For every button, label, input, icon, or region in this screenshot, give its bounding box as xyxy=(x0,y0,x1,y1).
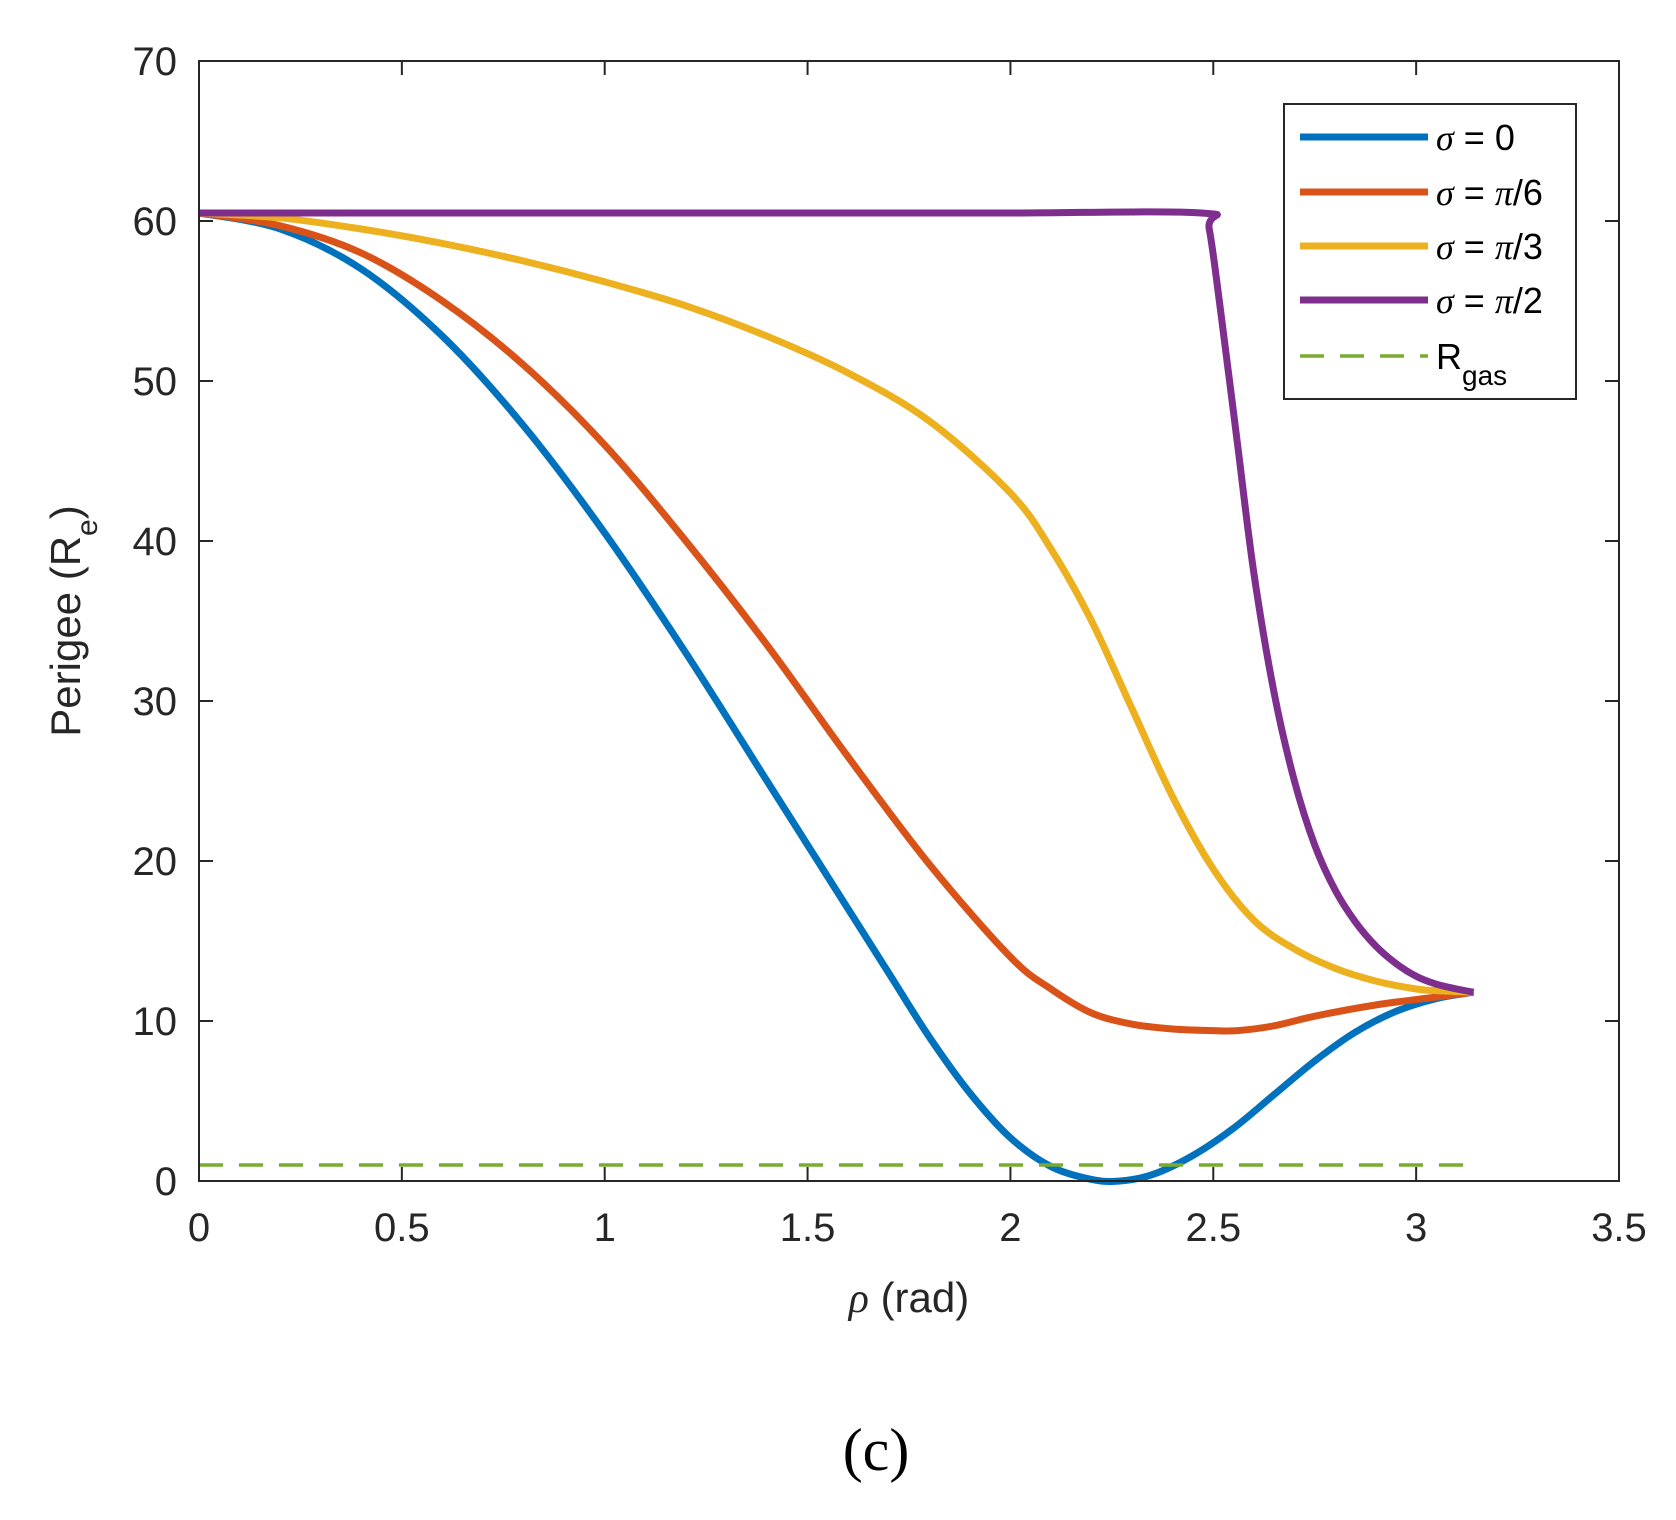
y-tick-label: 30 xyxy=(133,680,178,724)
series-line-3 xyxy=(199,208,1475,996)
y-tick-label: 20 xyxy=(133,840,178,884)
series-line-0 xyxy=(198,209,1475,1185)
y-tick-label: 60 xyxy=(133,200,178,244)
legend-label-3: σ = π/2 xyxy=(1436,280,1543,321)
y-axis-label-main: Perigee (R xyxy=(42,536,89,737)
legend-label-char: = xyxy=(1464,226,1485,267)
legend-label-char xyxy=(1485,226,1495,267)
legend-label-char xyxy=(1485,280,1495,321)
y-tick-label: 50 xyxy=(133,360,178,404)
x-tick-label: 2.5 xyxy=(1185,1206,1241,1250)
series-layer xyxy=(198,208,1475,1185)
legend-label-char: σ xyxy=(1436,281,1455,321)
y-axis-label-sub: e xyxy=(71,519,104,536)
legend-label-char: 0 xyxy=(1495,117,1515,158)
legend-label-main: R xyxy=(1436,336,1462,377)
legend-label-char: = xyxy=(1464,117,1485,158)
legend-label-char xyxy=(1485,172,1495,213)
y-tick-label: 70 xyxy=(133,40,178,84)
legend-label-char: 6 xyxy=(1523,172,1543,213)
legend-label-char xyxy=(1485,117,1495,158)
series-line-2 xyxy=(198,209,1474,996)
x-tick-label: 1 xyxy=(594,1206,616,1250)
y-tick-label: 40 xyxy=(133,520,178,564)
y-axis-label-close: ) xyxy=(42,505,89,519)
legend-label-char xyxy=(1454,226,1464,267)
x-axis-label: ρ (rad) xyxy=(847,1274,970,1322)
legend-label-char: / xyxy=(1513,226,1523,267)
x-tick-label: 0.5 xyxy=(374,1206,430,1250)
x-tick-label: 1.5 xyxy=(780,1206,836,1250)
legend-label-4: Rgas xyxy=(1436,336,1507,391)
legend-label-char xyxy=(1454,172,1464,213)
axes-layer xyxy=(198,60,1620,1182)
legend-label-2: σ = π/3 xyxy=(1436,226,1543,267)
x-tick-label: 3.5 xyxy=(1591,1206,1647,1250)
legend-label-char: σ xyxy=(1436,227,1455,267)
x-tick-label: 3 xyxy=(1405,1206,1427,1250)
legend-label-char: = xyxy=(1464,172,1485,213)
x-axis-label-symbol: ρ xyxy=(847,1276,869,1322)
x-tick-label: 0 xyxy=(188,1206,210,1250)
y-tick-label: 10 xyxy=(133,1000,178,1044)
series-line-1 xyxy=(198,209,1475,1035)
legend-label-char: 3 xyxy=(1523,226,1543,267)
x-axis-label-unit: (rad) xyxy=(869,1274,969,1321)
legend-label-char xyxy=(1454,117,1464,158)
legend-label-char: π xyxy=(1495,173,1514,213)
legend-label-1: σ = π/6 xyxy=(1436,172,1543,213)
legend-label-char: π xyxy=(1495,227,1514,267)
legend-label-char: σ xyxy=(1436,118,1455,158)
legend-label-char: / xyxy=(1513,280,1523,321)
legend-label-char xyxy=(1454,280,1464,321)
panel-label: (c) xyxy=(843,1417,910,1483)
y-axis-label: Perigee (Re) xyxy=(42,505,104,736)
legend-box xyxy=(1283,103,1577,400)
x-tick-label: 2 xyxy=(999,1206,1021,1250)
legend-label-0: σ = 0 xyxy=(1436,117,1515,158)
legend-label-sub: gas xyxy=(1462,360,1507,391)
axes-frame xyxy=(198,60,1620,1182)
y-tick-label: 0 xyxy=(155,1160,177,1204)
legend-label-char: / xyxy=(1513,172,1523,213)
legend-label-char: = xyxy=(1464,280,1485,321)
legend-label-char: 2 xyxy=(1523,280,1543,321)
legend-label-char: π xyxy=(1495,281,1514,321)
legend-label-char: σ xyxy=(1436,173,1455,213)
x-ticks: 0 0.5 1 1.5 2 2.5 3 3.5 xyxy=(188,61,1647,1250)
